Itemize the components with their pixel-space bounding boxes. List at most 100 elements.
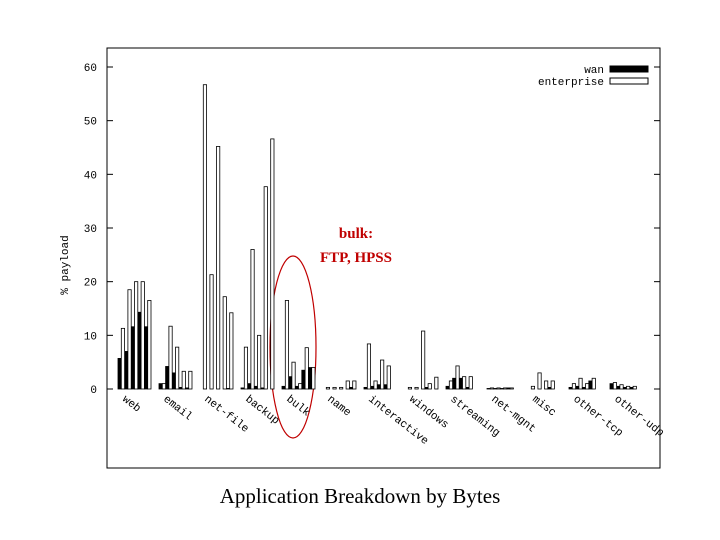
bar bbox=[486, 388, 491, 390]
bar bbox=[499, 388, 504, 390]
bar bbox=[117, 358, 122, 390]
bar bbox=[168, 325, 173, 390]
bar bbox=[345, 380, 350, 390]
bar bbox=[247, 383, 252, 390]
bar bbox=[537, 372, 542, 390]
bar bbox=[127, 289, 132, 390]
bar bbox=[632, 385, 637, 390]
bar bbox=[240, 387, 245, 390]
bar bbox=[339, 386, 344, 390]
bar bbox=[506, 387, 511, 390]
bar bbox=[348, 386, 354, 390]
bar bbox=[352, 380, 357, 390]
x-tick-label: web bbox=[120, 394, 143, 416]
y-axis-label: % payload bbox=[60, 235, 72, 294]
bar bbox=[307, 367, 313, 390]
bar bbox=[260, 387, 265, 390]
y-tick-label: 20 bbox=[84, 278, 97, 290]
x-tick-label: backup bbox=[243, 394, 282, 428]
y-tick-label: 0 bbox=[90, 385, 97, 397]
y-tick-label: 50 bbox=[84, 117, 97, 129]
legend-swatch bbox=[609, 77, 649, 85]
bar bbox=[629, 386, 634, 390]
bar bbox=[612, 382, 617, 390]
bar bbox=[581, 386, 586, 390]
bar bbox=[427, 383, 432, 390]
bar bbox=[373, 380, 378, 390]
bar bbox=[294, 385, 299, 390]
bar bbox=[311, 367, 316, 390]
bar bbox=[609, 383, 614, 390]
bar bbox=[229, 312, 234, 390]
y-tick-label: 60 bbox=[84, 63, 97, 75]
y-tick-label: 10 bbox=[84, 331, 97, 343]
bar bbox=[363, 386, 368, 390]
bar bbox=[455, 365, 460, 390]
legend-label: wan bbox=[584, 65, 604, 77]
highlight-ellipse bbox=[269, 255, 317, 439]
bar bbox=[281, 385, 286, 390]
bar bbox=[332, 386, 337, 390]
bar bbox=[188, 370, 193, 390]
bar bbox=[414, 386, 419, 390]
bar bbox=[386, 365, 391, 390]
bar bbox=[575, 385, 580, 390]
bar bbox=[216, 146, 221, 390]
bar bbox=[547, 386, 552, 390]
annotation: FTP, HPSS bbox=[320, 250, 392, 266]
bar bbox=[588, 380, 593, 390]
bar bbox=[284, 300, 289, 390]
bar bbox=[530, 385, 535, 390]
bar bbox=[171, 372, 176, 390]
bar bbox=[124, 351, 129, 390]
bar bbox=[421, 330, 426, 390]
bar bbox=[158, 383, 163, 390]
x-tick-label: misc bbox=[530, 394, 558, 420]
bar bbox=[184, 387, 190, 390]
plot-frame bbox=[106, 47, 661, 469]
bar bbox=[370, 385, 375, 390]
bar bbox=[489, 387, 494, 390]
bar bbox=[571, 383, 576, 390]
bar bbox=[376, 384, 381, 390]
bar bbox=[209, 274, 214, 390]
bar bbox=[250, 249, 255, 390]
bar bbox=[383, 384, 388, 390]
bar bbox=[140, 281, 145, 390]
bar bbox=[291, 361, 296, 390]
bar bbox=[544, 380, 549, 390]
legend-label: enterprise bbox=[538, 77, 604, 89]
bar bbox=[591, 377, 596, 390]
bar bbox=[253, 385, 258, 390]
bar bbox=[626, 385, 631, 390]
bar bbox=[143, 326, 149, 390]
bar bbox=[448, 380, 453, 390]
bar bbox=[120, 327, 126, 390]
bar bbox=[585, 383, 590, 390]
bar bbox=[130, 326, 135, 390]
bar bbox=[301, 369, 306, 390]
bar bbox=[298, 383, 303, 390]
bar bbox=[509, 387, 514, 390]
bar bbox=[137, 311, 142, 390]
bar bbox=[257, 334, 262, 390]
bar bbox=[222, 296, 227, 390]
bar bbox=[434, 376, 439, 390]
bar bbox=[445, 385, 450, 390]
bar bbox=[134, 281, 139, 390]
bar bbox=[288, 376, 293, 390]
bar bbox=[578, 377, 583, 390]
bar bbox=[178, 386, 183, 390]
bar bbox=[458, 377, 463, 390]
x-tick-label: net-file bbox=[202, 394, 251, 436]
bar bbox=[496, 387, 501, 390]
y-tick-label: 40 bbox=[84, 170, 97, 182]
legend-swatch bbox=[609, 65, 649, 73]
bar bbox=[263, 186, 268, 390]
y-tick-label: 30 bbox=[84, 224, 97, 236]
bar bbox=[407, 386, 412, 390]
bar bbox=[175, 346, 180, 390]
bar bbox=[424, 386, 429, 390]
x-tick-label: email bbox=[161, 394, 194, 424]
bar bbox=[493, 388, 498, 390]
